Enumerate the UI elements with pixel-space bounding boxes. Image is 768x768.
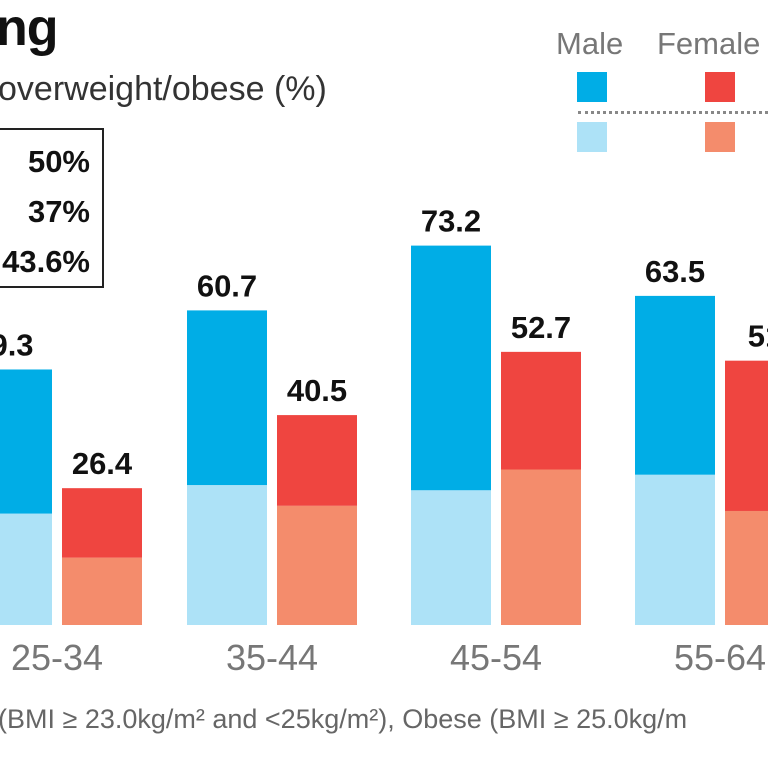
male-55-64-obese-bar: [635, 295, 715, 475]
female-45-54-overweight-bar: [501, 469, 581, 625]
totals-box: 50% 37% 43.6%: [0, 128, 104, 288]
footnote: (BMI ≥ 23.0kg/m² and <25kg/m²), Obese (B…: [0, 704, 688, 734]
x-tick-label-55-64: 55-64: [674, 637, 766, 678]
male-55-64-overweight-bar: [635, 474, 715, 625]
total-value-2: 37%: [27, 194, 90, 229]
legend-label-male: Male: [556, 26, 624, 61]
female-45-54-obese-bar: [501, 351, 581, 470]
legend-swatch-female-overweight: [705, 122, 735, 152]
x-tick-label-25-34: 25-34: [11, 637, 103, 678]
female-35-44-total-label: 40.5: [287, 373, 347, 408]
female-35-44-obese-bar: [277, 415, 357, 506]
legend-swatch-female-obese: [705, 72, 735, 102]
legend-swatch-male-obese: [577, 72, 607, 102]
male-45-54-obese-bar: [411, 245, 491, 491]
female-35-44-overweight-bar: [277, 505, 357, 625]
legend-label-female: Female: [657, 26, 761, 61]
x-tick-label-35-44: 35-44: [226, 637, 318, 678]
x-tick-label-45-54: 45-54: [450, 637, 542, 678]
female-45-54-total-label: 52.7: [511, 310, 571, 345]
total-value-1: 50%: [27, 144, 90, 179]
legend-separator: [578, 111, 768, 114]
legend-swatch-male-overweight: [577, 122, 607, 152]
total-value-3: 43.6%: [2, 244, 90, 279]
male-45-54-overweight-bar: [411, 490, 491, 625]
male-25-34-overweight-bar: [0, 513, 52, 625]
male-45-54-total-label: 73.2: [421, 204, 481, 239]
female-25-34-obese-bar: [62, 488, 142, 558]
male-55-64-total-label: 63.5: [645, 254, 705, 289]
female-55-64-overweight-bar: [725, 510, 768, 625]
female-55-64-total-label: 51: [748, 319, 768, 354]
chart-title: ng: [0, 0, 59, 57]
male-25-34-obese-bar: [0, 369, 52, 514]
male-25-34-total-label: 9.3: [0, 327, 34, 362]
male-35-44-total-label: 60.7: [197, 268, 257, 303]
female-25-34-overweight-bar: [62, 557, 142, 625]
male-35-44-obese-bar: [187, 310, 267, 486]
female-55-64-obese-bar: [725, 360, 768, 511]
female-25-34-total-label: 26.4: [72, 446, 133, 481]
chart-subtitle: overweight/obese (%): [0, 70, 327, 108]
male-35-44-overweight-bar: [187, 485, 267, 625]
